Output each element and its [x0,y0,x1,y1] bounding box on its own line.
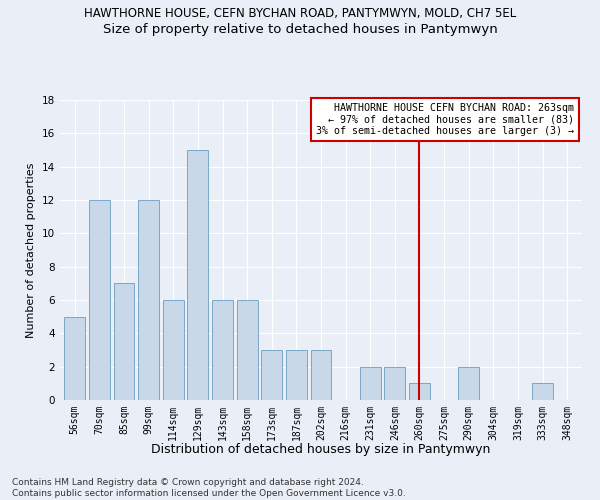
Bar [163,300,184,400]
Text: HAWTHORNE HOUSE CEFN BYCHAN ROAD: 263sqm
← 97% of detached houses are smaller (8: HAWTHORNE HOUSE CEFN BYCHAN ROAD: 263sqm… [316,103,574,136]
Text: Contains HM Land Registry data © Crown copyright and database right 2024.
Contai: Contains HM Land Registry data © Crown c… [12,478,406,498]
Bar [138,200,159,400]
Bar [89,200,110,400]
Bar [385,366,406,400]
Bar [532,384,553,400]
Text: HAWTHORNE HOUSE, CEFN BYCHAN ROAD, PANTYMWYN, MOLD, CH7 5EL: HAWTHORNE HOUSE, CEFN BYCHAN ROAD, PANTY… [84,8,516,20]
Bar [409,384,430,400]
Bar [360,366,381,400]
Bar [286,350,307,400]
Text: Size of property relative to detached houses in Pantymwyn: Size of property relative to detached ho… [103,22,497,36]
Text: Distribution of detached houses by size in Pantymwyn: Distribution of detached houses by size … [151,442,491,456]
Bar [187,150,208,400]
Bar [311,350,331,400]
Bar [236,300,257,400]
Bar [64,316,85,400]
Bar [458,366,479,400]
Y-axis label: Number of detached properties: Number of detached properties [26,162,37,338]
Bar [212,300,233,400]
Bar [113,284,134,400]
Bar [261,350,282,400]
